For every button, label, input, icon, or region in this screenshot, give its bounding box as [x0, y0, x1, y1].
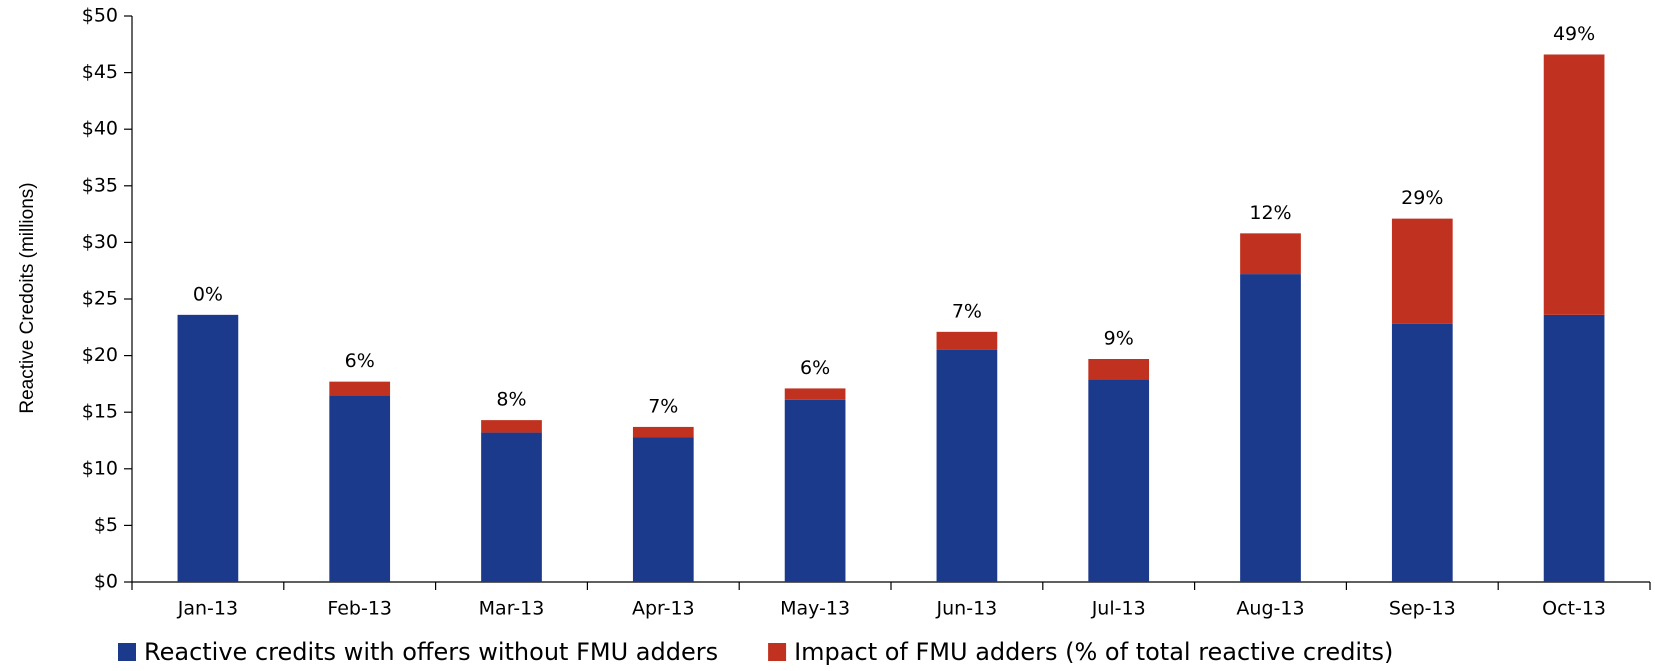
- y-axis-label: Reactive Credoits (millions): [17, 182, 38, 413]
- bar-annotation: 8%: [496, 389, 526, 411]
- bar-segment: [784, 399, 846, 582]
- y-tick-label: $35: [82, 174, 118, 196]
- y-tick-label: $40: [82, 118, 118, 140]
- bar-segment: [1543, 54, 1605, 315]
- x-tick-label: Oct-13: [1542, 598, 1606, 620]
- bar-segment: [1088, 379, 1150, 582]
- bar-annotation: 9%: [1104, 327, 1134, 349]
- bar-segment: [936, 349, 998, 582]
- bar-segment: [1240, 233, 1301, 275]
- bar-segment: [481, 432, 542, 582]
- y-tick-label: $15: [82, 401, 118, 423]
- legend-swatch: [118, 643, 136, 661]
- bar-annotation: 29%: [1401, 187, 1443, 209]
- bar-segment: [1543, 314, 1605, 582]
- bar-segment: [632, 426, 694, 438]
- bar-segment: [1088, 358, 1150, 380]
- bar-segment: [329, 381, 391, 396]
- bar-segment: [936, 331, 998, 350]
- bar-segment: [1391, 323, 1453, 582]
- x-tick-label: Jun-13: [936, 598, 998, 620]
- y-tick-label: $10: [82, 457, 118, 479]
- bar-annotation: 6%: [345, 350, 375, 372]
- y-tick-label: $30: [82, 231, 118, 253]
- bar-segment: [784, 388, 846, 400]
- bar-segment: [329, 395, 391, 582]
- x-tick-label: Jan-13: [177, 598, 238, 620]
- legend-swatch: [768, 643, 787, 661]
- legend-label: Impact of FMU adders (% of total reactiv…: [794, 638, 1393, 666]
- y-tick-label: $45: [82, 61, 118, 83]
- y-tick-label: $50: [82, 5, 118, 27]
- x-tick-label: May-13: [780, 598, 850, 620]
- bar-segment: [1240, 274, 1301, 582]
- bar-annotation: 7%: [648, 395, 678, 417]
- y-tick-label: $5: [94, 514, 118, 536]
- y-tick-label: $0: [94, 571, 118, 593]
- bar-segment: [1391, 218, 1453, 324]
- y-tick-label: $25: [82, 288, 118, 310]
- bar-segment: [177, 314, 239, 582]
- x-tick-label: Feb-13: [327, 598, 392, 620]
- legend-label: Reactive credits with offers without FMU…: [144, 638, 718, 666]
- x-tick-label: Jul-13: [1091, 598, 1146, 620]
- x-tick-label: Aug-13: [1236, 598, 1304, 620]
- y-tick-label: $20: [82, 344, 118, 366]
- bar-annotation: 12%: [1249, 202, 1291, 224]
- bar-segment: [481, 420, 542, 433]
- x-tick-label: Apr-13: [632, 598, 695, 620]
- x-tick-label: Sep-13: [1389, 598, 1456, 620]
- bar-annotation: 49%: [1553, 23, 1595, 45]
- bar-annotation: 6%: [800, 357, 830, 379]
- bar-annotation: 0%: [193, 283, 223, 305]
- x-tick-label: Mar-13: [479, 598, 545, 620]
- bar-segment: [632, 437, 694, 582]
- bar-annotation: 7%: [952, 300, 982, 322]
